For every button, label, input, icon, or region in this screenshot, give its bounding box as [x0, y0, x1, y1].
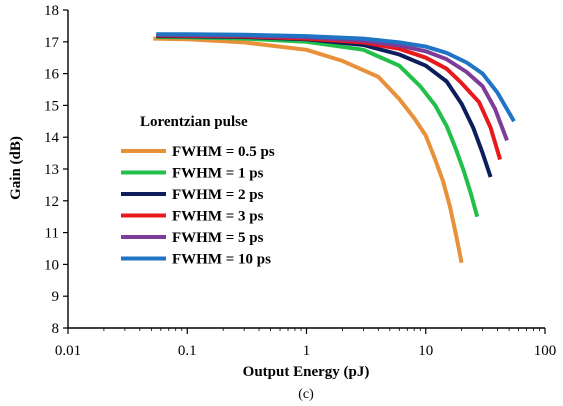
y-axis-title: Gain (dB): [8, 136, 24, 200]
x-tick-label: 0.01: [55, 343, 81, 359]
series-line-0: [153, 36, 464, 264]
y-tick-label: 12: [44, 194, 59, 210]
legend-label-2: FWHM = 2 ps: [172, 187, 264, 203]
y-tick-label: 17: [44, 35, 60, 51]
y-tick-label: 11: [45, 226, 59, 242]
legend-label-4: FWHM = 5 ps: [172, 230, 264, 246]
y-tick-label: 14: [44, 130, 60, 146]
series-layer: [153, 32, 516, 264]
series-line-5: [156, 32, 516, 123]
figure-caption: (c): [298, 387, 314, 402]
legend-label-1: FWHM = 1 ps: [172, 166, 264, 182]
legend-label-5: FWHM = 10 ps: [172, 252, 271, 268]
x-tick-label: 0.1: [178, 343, 197, 359]
legend-label-0: FWHM = 0.5 ps: [172, 144, 275, 160]
y-tick-label: 15: [44, 98, 59, 114]
legend-title: Lorentzian pulse: [140, 114, 248, 130]
y-tick-label: 8: [52, 321, 60, 337]
x-axis-title: Output Energy (pJ): [243, 364, 370, 380]
legend: Lorentzian pulse FWHM = 0.5 ps FWHM = 1 ps…: [121, 114, 275, 268]
x-tick-label: 1: [303, 343, 311, 359]
axes: 8 9 10 11 12 13 14 15 16 17 18 0.01 0.1 1 10 100: [44, 3, 556, 359]
y-tick-label: 13: [44, 162, 59, 178]
y-tick-label: 10: [44, 257, 59, 273]
x-tick-label: 100: [534, 343, 557, 359]
x-tick-label: 10: [418, 343, 433, 359]
y-tick-label: 16: [44, 67, 60, 83]
y-tick-label: 18: [44, 3, 59, 19]
y-tick-label: 9: [52, 289, 60, 305]
legend-label-3: FWHM = 3 ps: [172, 209, 264, 225]
